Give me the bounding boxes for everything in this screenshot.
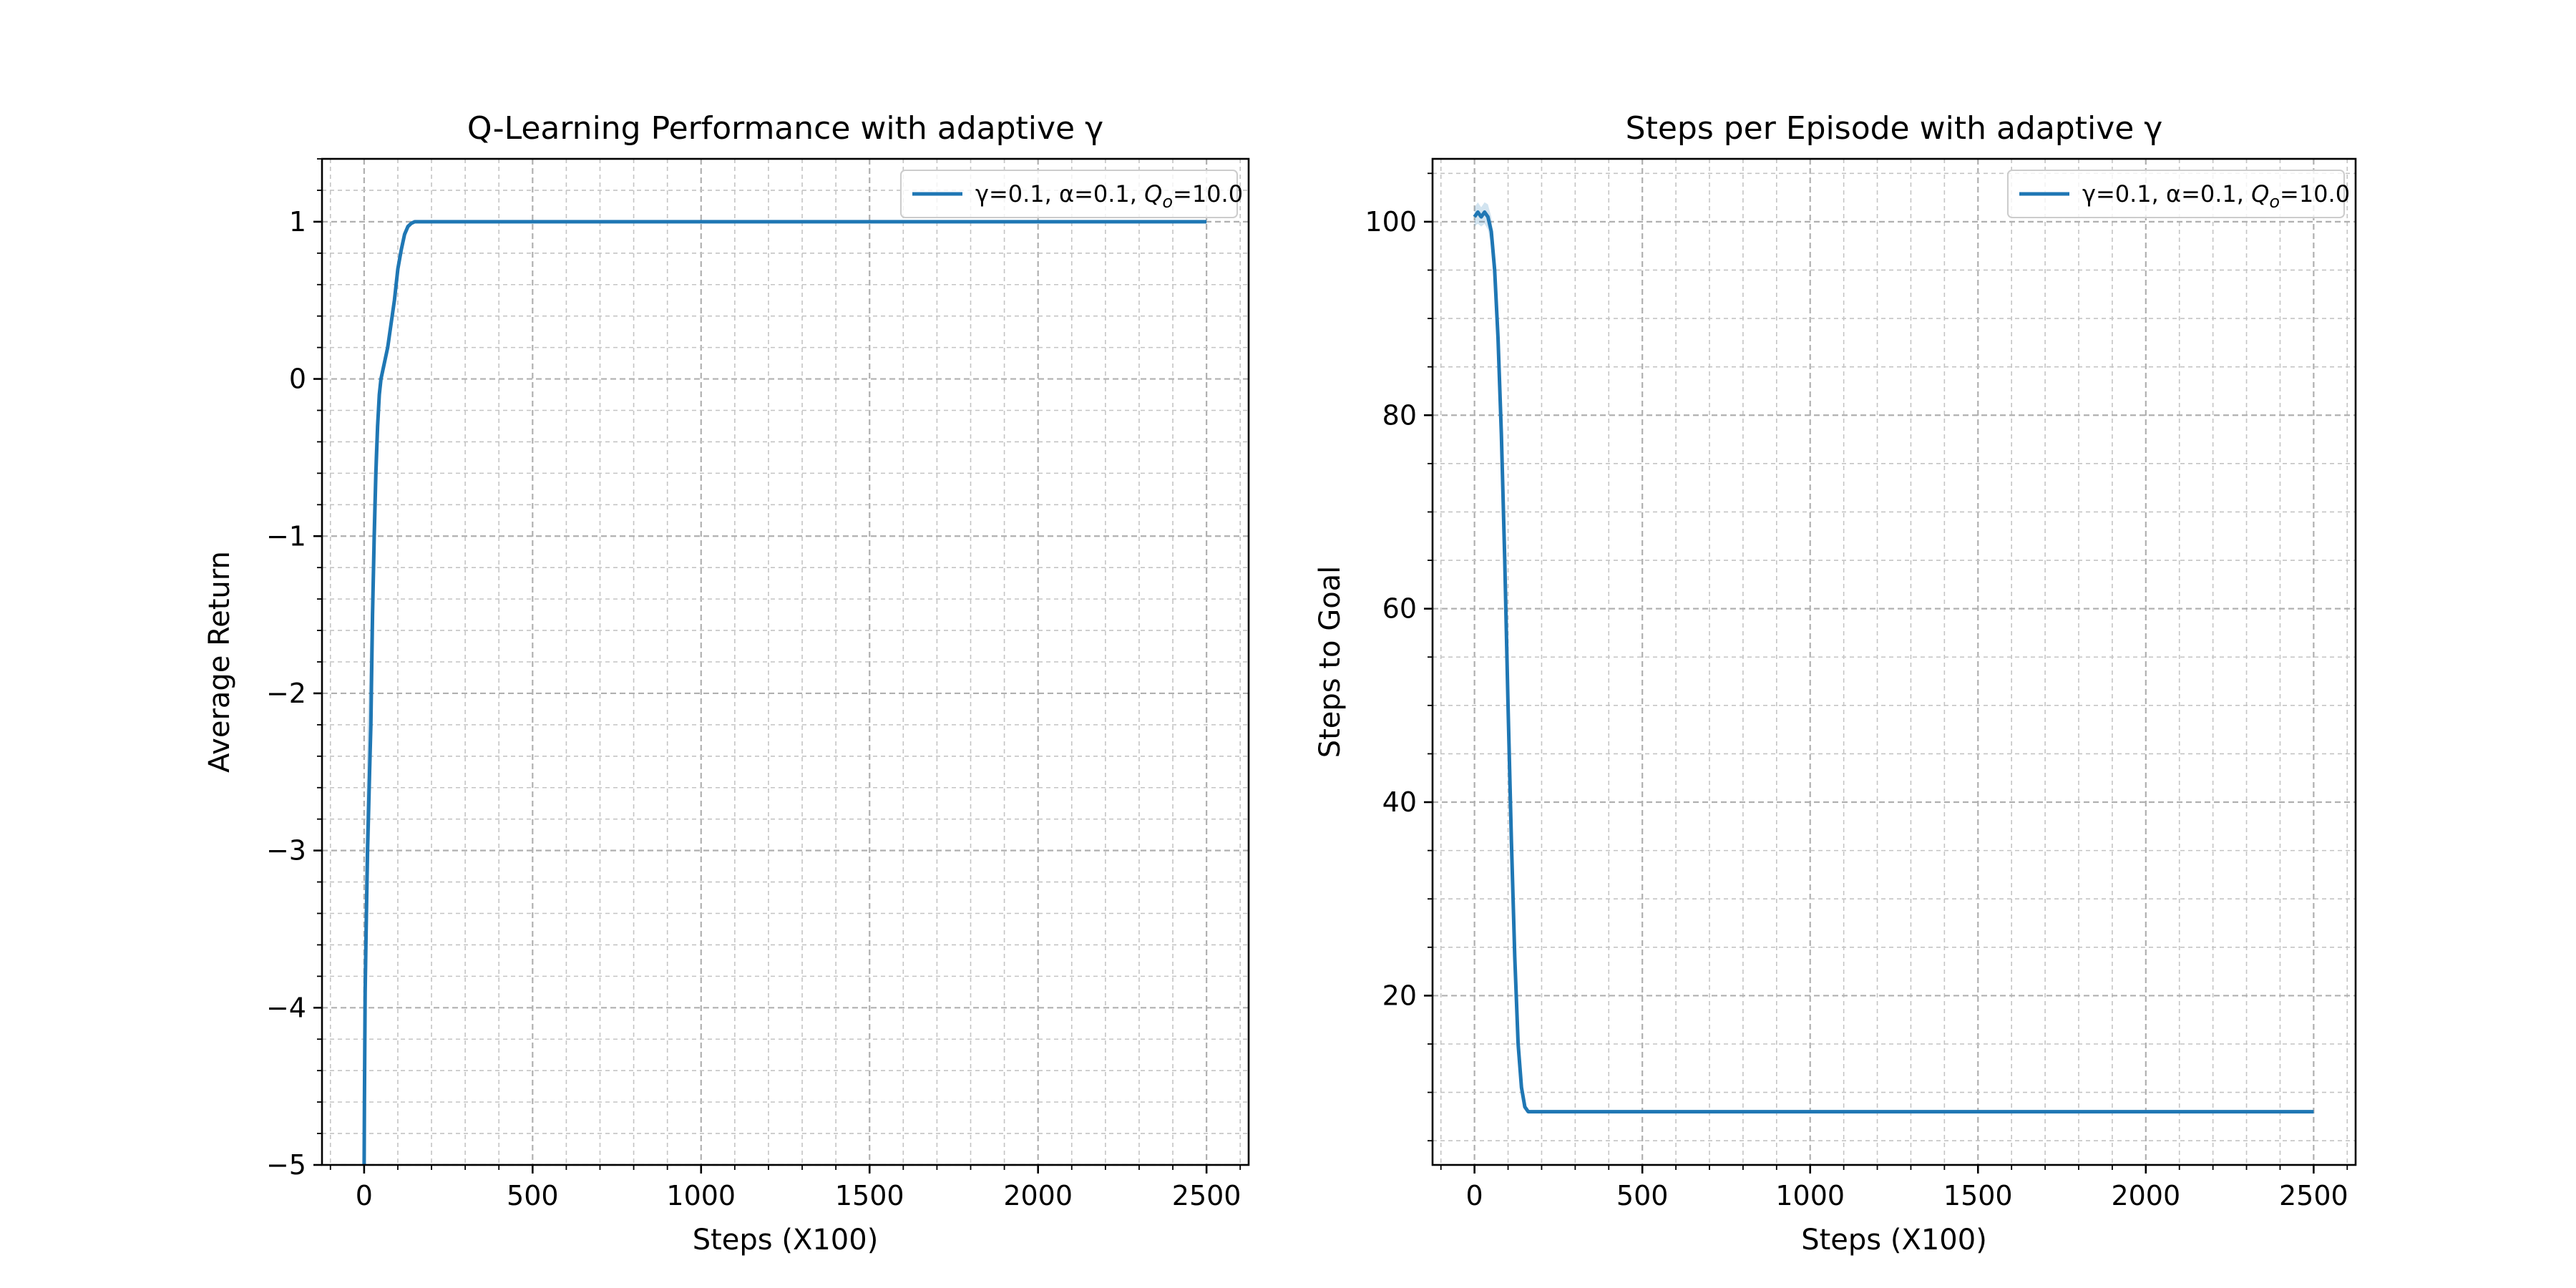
x-tick-label: 2500 (1172, 1180, 1241, 1211)
series-line (1473, 210, 2314, 1114)
y-tick-label: −2 (266, 678, 306, 709)
return-chart-y-axis-label: Average Return (203, 551, 236, 773)
return-chart-title: Q-Learning Performance with adaptive γ (467, 110, 1103, 147)
legend-box (900, 170, 1238, 218)
steps-chart-frame (1431, 157, 2357, 1166)
legend-label-main: γ=0.1, α=0.1, (975, 180, 1144, 208)
y-tick-label: −3 (266, 835, 306, 867)
x-tick-label: 2000 (2111, 1180, 2180, 1211)
return-chart-legend: γ=0.1, α=0.1, Qo=10.0 (900, 170, 1243, 218)
x-tick-label: 1000 (666, 1180, 736, 1211)
series-line (362, 220, 1207, 1166)
steps-chart-x-axis-label: Steps (X100) (1801, 1224, 1987, 1257)
legend-label-q: Q (2251, 180, 2269, 208)
x-tick-label: 500 (507, 1180, 559, 1211)
x-tick-label: 500 (1616, 1180, 1669, 1211)
steps-chart-line-layer (1473, 210, 2314, 1114)
x-tick-label: 1500 (1943, 1180, 2013, 1211)
x-tick-label: 2500 (2279, 1180, 2348, 1211)
y-tick-label: 40 (1382, 786, 1417, 818)
y-tick-label: 0 (289, 364, 306, 395)
legend-label-sub: o (1162, 192, 1173, 212)
return-chart: 0 500 1000 1500 2000 2500 −5 −4 −3 −2 −1 0 1 Q-Learn… (203, 110, 1250, 1257)
y-tick-label: 80 (1382, 399, 1417, 431)
x-tick-label: 1500 (835, 1180, 904, 1211)
x-tick-label: 0 (356, 1180, 373, 1211)
steps-chart-y-axis-label: Steps to Goal (1314, 566, 1347, 758)
steps-chart-ticks: 0 500 1000 1500 2000 2500 20 40 60 80 100 (1365, 172, 2348, 1211)
legend-box (2007, 170, 2345, 218)
legend-label-q: Q (1144, 180, 1162, 208)
legend-label: γ=0.1, α=0.1, Qo=10.0 (2082, 180, 2350, 212)
legend-label: γ=0.1, α=0.1, Qo=10.0 (975, 180, 1243, 212)
legend-label-sub: o (2269, 192, 2280, 212)
legend-label-tail: =10.0 (2280, 180, 2350, 208)
y-tick-label: 100 (1365, 206, 1417, 238)
legend-label-tail: =10.0 (1173, 180, 1243, 208)
steps-chart-legend: γ=0.1, α=0.1, Qo=10.0 (2007, 170, 2350, 218)
y-tick-label: 20 (1382, 980, 1417, 1011)
y-tick-label: −4 (266, 992, 306, 1023)
x-tick-label: 2000 (1003, 1180, 1073, 1211)
y-tick-label: −1 (266, 520, 306, 552)
return-chart-ticks: 0 500 1000 1500 2000 2500 −5 −4 −3 −2 −1 0 1 (266, 158, 1241, 1211)
steps-chart-grid (1433, 159, 2356, 1165)
return-chart-x-axis-label: Steps (X100) (693, 1224, 879, 1257)
steps-chart-title: Steps per Episode with adaptive γ (1626, 110, 2163, 147)
steps-chart: 0 500 1000 1500 2000 2500 20 40 60 80 100 Steps pe… (1314, 110, 2357, 1257)
legend-label-main: γ=0.1, α=0.1, (2082, 180, 2251, 208)
x-tick-label: 1000 (1775, 1180, 1845, 1211)
y-tick-label: −5 (266, 1149, 306, 1181)
y-tick-label: 60 (1382, 593, 1417, 625)
y-tick-label: 1 (289, 206, 306, 238)
return-chart-grid (322, 158, 1249, 1166)
x-tick-label: 0 (1466, 1180, 1483, 1211)
return-chart-line-layer (362, 220, 1207, 1166)
